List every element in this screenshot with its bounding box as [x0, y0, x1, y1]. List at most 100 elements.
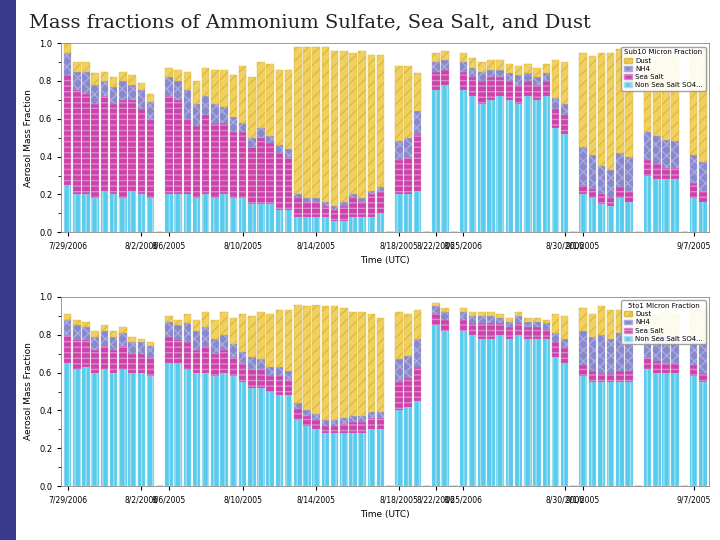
Legend: Dust, NH4, Sea Salt, Non Sea Salt SO4...: Dust, NH4, Sea Salt, Non Sea Salt SO4... [621, 300, 706, 345]
Bar [101, 331, 108, 346]
Bar [515, 85, 523, 104]
Bar [414, 401, 421, 486]
Bar [497, 70, 504, 77]
Bar [174, 100, 182, 194]
Bar [699, 373, 706, 382]
Bar [330, 433, 338, 486]
Bar [607, 198, 614, 206]
Bar [101, 96, 108, 191]
Bar [534, 77, 541, 85]
Bar [441, 85, 449, 232]
Bar [478, 81, 485, 104]
Bar [395, 382, 402, 410]
Bar [626, 157, 633, 191]
Bar [598, 194, 606, 204]
Bar [230, 345, 237, 357]
Bar [73, 341, 81, 369]
Bar [626, 371, 633, 382]
Y-axis label: Aerosol Mass Fraction: Aerosol Mass Fraction [24, 342, 33, 441]
Bar [276, 376, 283, 395]
Bar [202, 327, 210, 346]
Bar [469, 96, 477, 232]
Bar [248, 77, 256, 138]
Bar [368, 314, 375, 413]
Bar [128, 337, 136, 342]
Bar [73, 194, 81, 232]
Bar [138, 373, 145, 486]
Bar [165, 316, 173, 322]
Bar [330, 51, 338, 206]
Bar [368, 217, 375, 232]
Bar [487, 316, 495, 323]
Bar [184, 71, 191, 91]
Bar [534, 321, 541, 327]
Bar [405, 314, 412, 356]
Bar [322, 202, 329, 206]
Bar [487, 70, 495, 77]
Bar [368, 55, 375, 191]
Bar [662, 312, 670, 335]
Bar [239, 363, 246, 382]
Bar [110, 331, 117, 337]
Bar [349, 53, 356, 194]
Bar [64, 335, 71, 363]
Bar [414, 134, 421, 191]
Bar [248, 316, 256, 357]
Bar [294, 409, 302, 420]
Bar [469, 58, 477, 68]
Bar [524, 339, 531, 486]
Bar [542, 339, 550, 486]
Bar [91, 104, 99, 198]
Bar [294, 305, 302, 403]
Bar [607, 373, 614, 382]
Bar [405, 66, 412, 138]
Bar [561, 348, 569, 363]
Bar [119, 81, 127, 100]
Bar [505, 64, 513, 73]
Bar [64, 53, 71, 76]
Bar [257, 62, 265, 129]
Bar [626, 337, 633, 370]
Bar [248, 388, 256, 486]
Legend: Dust, NH4, Sea Salt, Non Sea Salt SO4...: Dust, NH4, Sea Salt, Non Sea Salt SO4... [621, 46, 706, 91]
Bar [138, 109, 145, 194]
Bar [588, 189, 596, 198]
Bar [377, 318, 384, 413]
Bar [184, 119, 191, 194]
Bar [469, 323, 477, 335]
Bar [432, 62, 440, 72]
Bar [303, 47, 311, 198]
Bar [662, 140, 670, 168]
Bar [211, 123, 219, 198]
Bar [184, 314, 191, 323]
Bar [359, 217, 366, 232]
Bar [459, 72, 467, 91]
Bar [285, 149, 292, 157]
Bar [534, 68, 541, 77]
Bar [202, 346, 210, 373]
Bar [211, 70, 219, 104]
Bar [91, 350, 99, 373]
Bar [349, 433, 356, 486]
Bar [266, 376, 274, 392]
Bar [497, 335, 504, 486]
Bar [285, 380, 292, 395]
Bar [359, 198, 366, 202]
Bar [294, 47, 302, 194]
Bar [184, 323, 191, 342]
Bar [377, 418, 384, 429]
Bar [580, 185, 587, 194]
Bar [524, 321, 531, 327]
Bar [432, 302, 440, 307]
Bar [119, 198, 127, 232]
Bar [478, 104, 485, 232]
Bar [359, 433, 366, 486]
Bar [110, 87, 117, 104]
Bar [349, 422, 356, 433]
Bar [285, 370, 292, 380]
Bar [671, 179, 679, 232]
Bar [626, 202, 633, 232]
Bar [699, 163, 706, 191]
Bar [230, 376, 237, 486]
X-axis label: Time (UTC): Time (UTC) [361, 256, 410, 265]
